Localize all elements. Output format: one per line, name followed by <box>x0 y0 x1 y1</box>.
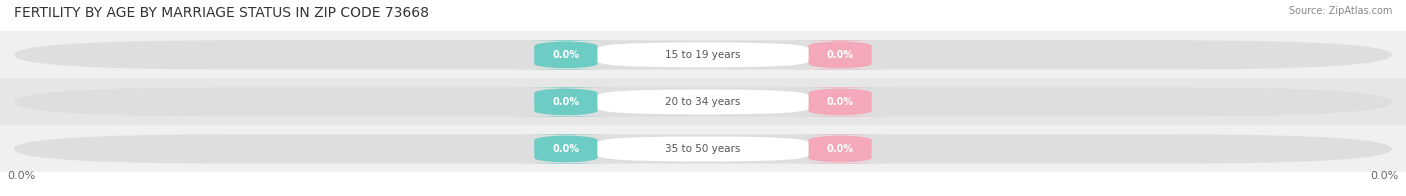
Bar <box>0 125 1406 172</box>
Text: 20 to 34 years: 20 to 34 years <box>665 97 741 107</box>
FancyBboxPatch shape <box>598 43 808 67</box>
FancyBboxPatch shape <box>513 134 619 163</box>
FancyBboxPatch shape <box>598 137 808 161</box>
Text: 35 to 50 years: 35 to 50 years <box>665 144 741 154</box>
Text: 0.0%: 0.0% <box>827 50 853 60</box>
FancyBboxPatch shape <box>787 134 893 163</box>
FancyBboxPatch shape <box>513 87 619 116</box>
Text: Source: ZipAtlas.com: Source: ZipAtlas.com <box>1288 6 1392 16</box>
FancyBboxPatch shape <box>598 90 808 114</box>
Text: 0.0%: 0.0% <box>7 171 35 181</box>
Text: 0.0%: 0.0% <box>827 144 853 154</box>
Text: 0.0%: 0.0% <box>1371 171 1399 181</box>
FancyBboxPatch shape <box>787 87 893 116</box>
Bar <box>0 78 1406 125</box>
FancyBboxPatch shape <box>14 87 1392 116</box>
FancyBboxPatch shape <box>513 40 619 69</box>
Text: 15 to 19 years: 15 to 19 years <box>665 50 741 60</box>
FancyBboxPatch shape <box>14 40 1392 69</box>
Text: FERTILITY BY AGE BY MARRIAGE STATUS IN ZIP CODE 73668: FERTILITY BY AGE BY MARRIAGE STATUS IN Z… <box>14 6 429 20</box>
FancyBboxPatch shape <box>14 134 1392 163</box>
Text: 0.0%: 0.0% <box>553 50 579 60</box>
Text: 0.0%: 0.0% <box>553 97 579 107</box>
Text: 0.0%: 0.0% <box>553 144 579 154</box>
FancyBboxPatch shape <box>787 40 893 69</box>
Text: 0.0%: 0.0% <box>827 97 853 107</box>
Bar <box>0 31 1406 78</box>
